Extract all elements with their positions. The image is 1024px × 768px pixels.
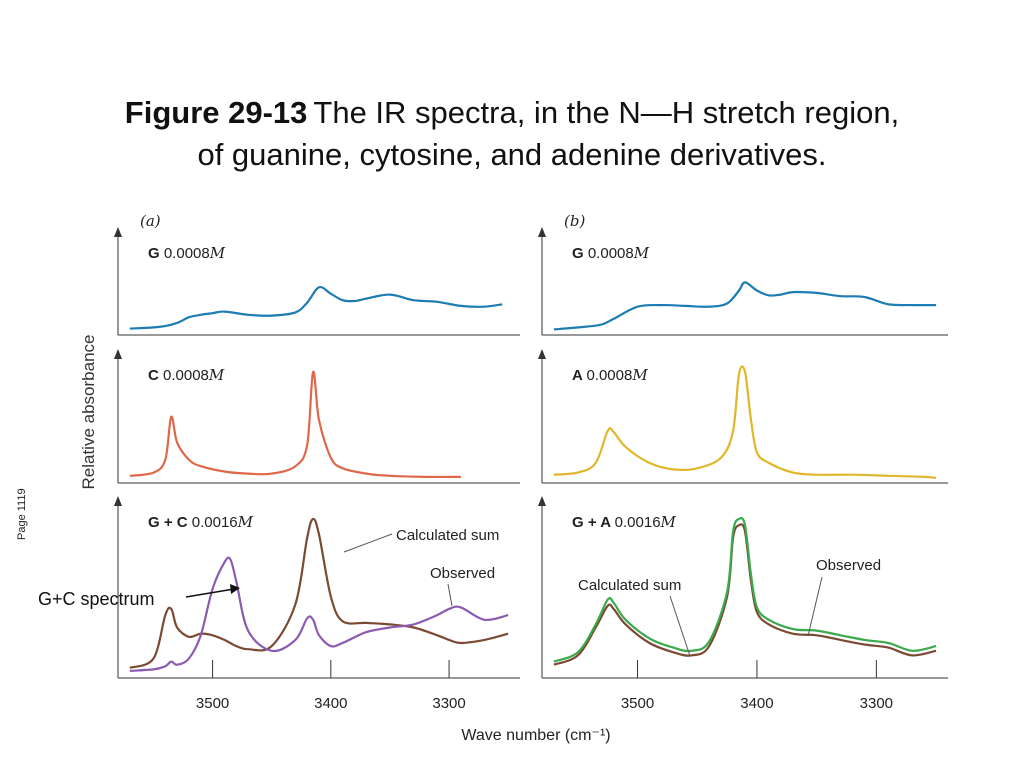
figure-number: Figure 29-13 [124,95,308,130]
spectrum-label-concentration: 0.0008 [164,245,210,262]
spectrum-line [129,370,461,479]
spectrum-line [129,285,503,330]
spectrum-label: G + A 0.0016M [572,513,677,531]
y-axis-arrow [114,227,122,237]
spectrum-label-sample: G + A [572,514,615,531]
x-axis-label: Wave number (cm⁻¹) [461,727,610,744]
gc-spectrum-arrowhead [230,584,240,594]
y-axis-arrow [538,496,546,506]
spectrum-label-unit: M [208,366,225,384]
title-line-1: Figure 29-13 The IR spectra, in the N—H s… [0,92,1024,134]
y-axis-arrow [114,496,122,506]
observed-annotation: Observed [816,557,881,574]
y-axis-label: Relative absorbance [79,335,98,490]
spectrum-label-unit: M [237,513,254,531]
x-tick-label: 3400 [314,695,347,712]
y-axis-arrow [538,349,546,359]
x-tick-label: 3500 [621,695,654,712]
spectrum-line [553,523,937,666]
spectrum-label-concentration: 0.0016 [192,514,238,531]
spectrum-line [129,556,509,672]
title-text-line-2: of guanine, cytosine, and adenine deriva… [197,137,827,172]
spectrum-line [553,365,937,479]
x-tick-label: 3500 [196,695,229,712]
x-tick-label: 3400 [740,695,773,712]
spectrum-label-sample: G [148,245,164,262]
x-tick-label: 3300 [432,695,465,712]
spectrum-label-sample: A [572,367,586,384]
spectrum-label-unit: M [660,513,677,531]
spectrum-line [129,517,509,669]
gc-spectrum-annotation: G+C spectrum [38,589,155,609]
spectrum-label-concentration: 0.0008 [586,367,632,384]
panel-label: (b) [564,212,585,230]
gc-spectrum-arrow [185,588,235,598]
spectrum-label: G 0.0008M [572,244,650,262]
x-tick-label: 3300 [860,695,893,712]
spectrum-label-sample: G [572,245,588,262]
spectrum-label: A 0.0008M [572,366,648,384]
spectrum-line [553,516,937,663]
spectrum-label-unit: M [631,366,648,384]
spectrum-label-sample: G + C [148,514,192,531]
spectrum-label-unit: M [209,244,226,262]
panel-label: (a) [140,212,161,230]
y-axis-arrow [114,349,122,359]
spectrum-label-concentration: 0.0008 [163,367,209,384]
annotation-leader [447,583,453,607]
title-text-line-1: The IR spectra, in the N—H stretch regio… [313,95,900,130]
spectrum-label-sample: C [148,367,163,384]
annotation-leader [807,576,823,637]
calculated-sum-annotation: Calculated sum [578,577,681,594]
calculated-sum-annotation: Calculated sum [396,527,499,544]
spectrum-label-concentration: 0.0016 [615,514,661,531]
spectrum-label: G + C 0.0016M [148,513,254,531]
spectrum-line [553,281,937,331]
observed-annotation: Observed [430,565,495,582]
figure-title: Figure 29-13 The IR spectra, in the N—H s… [0,92,1024,176]
spectrum-label: C 0.0008M [148,366,225,384]
annotation-leader [669,595,691,657]
annotation-leader [343,533,393,553]
y-axis-arrow [538,227,546,237]
spectrum-label: G 0.0008M [148,244,226,262]
spectrum-label-concentration: 0.0008 [588,245,634,262]
spectrum-label-unit: M [633,244,650,262]
